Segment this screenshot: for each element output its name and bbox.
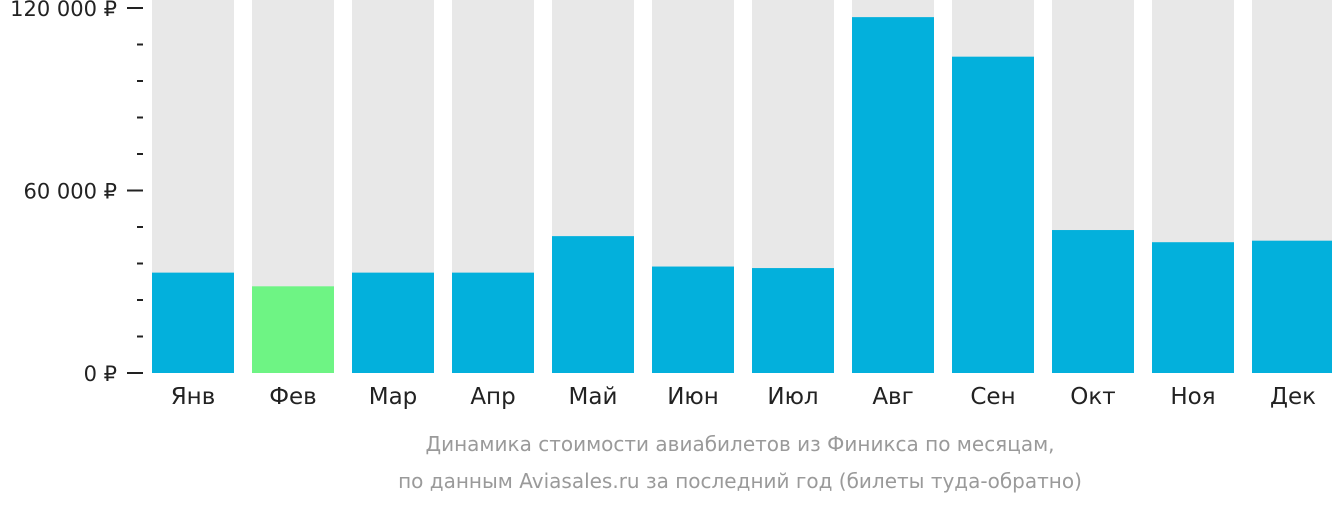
data-bars bbox=[152, 17, 1332, 374]
bar[interactable] bbox=[652, 266, 734, 373]
x-tick-label: Ноя bbox=[1170, 384, 1215, 410]
x-tick-label: Май bbox=[569, 384, 618, 410]
bar[interactable] bbox=[1152, 242, 1234, 373]
x-tick-label: Дек bbox=[1270, 384, 1316, 410]
bar[interactable] bbox=[352, 272, 434, 373]
bar[interactable] bbox=[1252, 240, 1332, 373]
bar[interactable] bbox=[552, 236, 634, 373]
bar[interactable] bbox=[952, 56, 1034, 374]
bar[interactable] bbox=[852, 17, 934, 373]
x-tick-label: Июл bbox=[767, 384, 818, 410]
y-axis: 0 ₽ 60 000 ₽ 120 000 ₽ bbox=[10, 0, 143, 386]
x-tick-label: Фев bbox=[269, 384, 317, 410]
bar[interactable] bbox=[252, 286, 334, 373]
y-tick-label: 0 ₽ bbox=[84, 362, 117, 386]
x-tick-label: Апр bbox=[470, 384, 515, 410]
x-tick-label: Июн bbox=[667, 384, 719, 410]
x-axis: Янв Фев Мар Апр Май Июн Июл Авг Сен Окт Ноя Дек bbox=[171, 384, 1316, 410]
bar[interactable] bbox=[1052, 230, 1134, 373]
x-tick-label: Мар bbox=[369, 384, 418, 410]
y-tick-label: 60 000 ₽ bbox=[23, 180, 117, 204]
x-tick-label: Авг bbox=[872, 384, 913, 410]
bar[interactable] bbox=[152, 272, 234, 373]
bar[interactable] bbox=[752, 268, 834, 373]
y-tick-label: 120 000 ₽ bbox=[10, 0, 117, 21]
x-tick-label: Окт bbox=[1070, 384, 1115, 410]
chart-caption-line-2: по данным Aviasales.ru за последний год … bbox=[398, 469, 1082, 493]
chart-caption-line-1: Динамика стоимости авиабилетов из Финикс… bbox=[425, 432, 1054, 456]
x-tick-label: Сен bbox=[970, 384, 1015, 410]
bar[interactable] bbox=[452, 272, 534, 373]
x-tick-label: Янв bbox=[171, 384, 216, 410]
